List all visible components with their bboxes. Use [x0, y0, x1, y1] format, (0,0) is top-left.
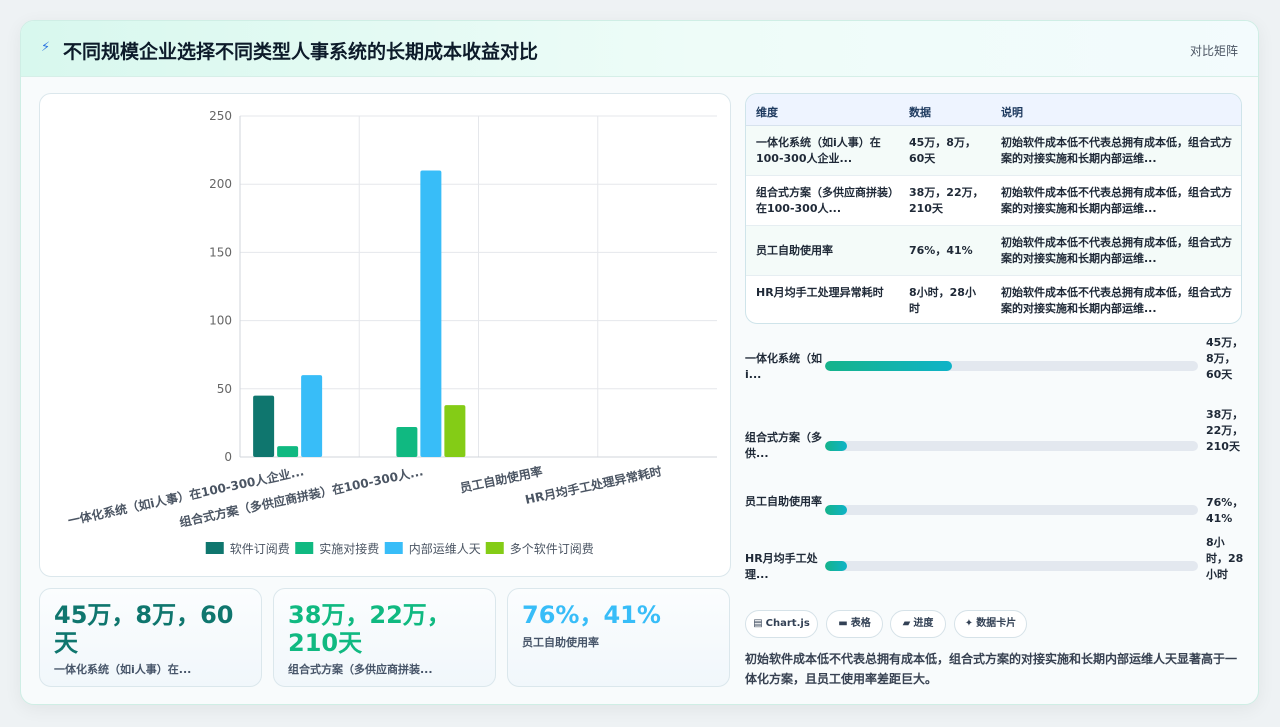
table-cell-data: 45万，8万，60天 — [909, 136, 976, 165]
progress-value: 45万，8万，60天 — [1206, 336, 1244, 381]
y-tick-label: 0 — [224, 450, 232, 464]
table-cell-dimension: HR月均手工处理异常耗时 — [756, 286, 884, 299]
table-cell-dimension: 组合式方案（多供应商拼装）在100-300人... — [756, 186, 899, 215]
table-row: 员工自助使用率 76%，41% 初始软件成本低不代表总拥有成本低，组合式方案的对… — [746, 226, 1241, 276]
kpi-value: 45万，8万，60天 — [54, 601, 234, 657]
progress-fill — [825, 441, 848, 451]
progress-fill — [825, 561, 848, 571]
table-cell-description: 初始软件成本低不代表总拥有成本低，组合式方案的对接实施和长期内部运维... — [1001, 186, 1232, 215]
table-header-data: 数据 — [909, 106, 931, 119]
kpi-label: 组合式方案（多供应商拼装... — [288, 663, 433, 676]
table-cell-data: 8小时，28小时 — [909, 286, 976, 315]
sparkle-icon: ✦ — [964, 618, 974, 629]
bar — [301, 375, 323, 457]
y-tick-label: 100 — [209, 314, 232, 328]
legend-label: 实施对接费 — [319, 541, 379, 556]
legend-swatch — [205, 542, 224, 554]
progress-label: 员工自助使用率 — [745, 495, 822, 508]
table-cell-dimension: 员工自助使用率 — [756, 244, 833, 257]
table-cell-dimension: 一体化系统（如i人事）在100-300人企业... — [756, 136, 881, 165]
tag-label: 数据卡片 — [976, 618, 1017, 629]
page-subtitle: 对比矩阵 — [1189, 44, 1238, 58]
progress-value: 38万，22万，210天 — [1206, 408, 1244, 453]
y-tick-label: 200 — [209, 177, 232, 191]
kpi-card: 45万，8万，60天 一体化系统（如i人事）在... — [39, 588, 262, 687]
tag-label: 进度 — [913, 618, 934, 629]
bar — [396, 426, 418, 457]
progress-icon: ▰ — [902, 618, 911, 629]
legend-label: 多个软件订阅费 — [510, 542, 594, 556]
kpi-card: 38万，22万，210天 组合式方案（多供应商拼装... — [273, 588, 496, 687]
table-row: HR月均手工处理异常耗时 8小时，28小时 初始软件成本低不代表总拥有成本低，组… — [746, 276, 1241, 323]
page-title: 不同规模企业选择不同类型人事系统的长期成本收益对比 — [63, 41, 539, 63]
table-header-description: 说明 — [1001, 106, 1023, 119]
kpi-card: 76%，41% 员工自助使用率 — [507, 588, 730, 687]
legend-label: 软件订阅费 — [230, 542, 290, 556]
kpi-label: 员工自助使用率 — [522, 636, 599, 649]
progress-label: 一体化系统（如i... — [745, 352, 822, 381]
bar — [420, 170, 442, 457]
x-tick-label: 员工自助使用率 — [458, 463, 543, 495]
kpi-value: 76%，41% — [522, 601, 661, 629]
legend-label: 内部运维人天 — [409, 541, 481, 556]
y-tick-label: 50 — [217, 382, 232, 396]
y-tick-label: 150 — [209, 245, 232, 259]
progress-fill — [825, 505, 848, 515]
progress-track — [825, 441, 1198, 451]
summary-note: 初始软件成本低不代表总拥有成本低，组合式方案的对接实施和长期内部运维人天显著高于… — [745, 652, 1238, 686]
table-header-dimension: 维度 — [756, 106, 778, 119]
bolt-icon: ⚡ — [41, 40, 51, 55]
progress-label: 组合式方案（多供... — [745, 431, 822, 460]
legend-swatch — [295, 542, 314, 554]
table-cell-data: 76%，41% — [909, 244, 973, 257]
kpi-value: 38万，22万，210天 — [288, 601, 451, 657]
bar — [253, 395, 275, 457]
table-row: 一体化系统（如i人事）在100-300人企业... 45万，8万，60天 初始软… — [746, 126, 1241, 176]
kpi-label: 一体化系统（如i人事）在... — [54, 663, 192, 676]
dashboard-frame: ⚡ 不同规模企业选择不同类型人事系统的长期成本收益对比 对比矩阵 0 50 100 1… — [20, 20, 1259, 705]
bar-chart: 050100150200250一体化系统（如i人事）在100-300人企业...… — [67, 109, 717, 556]
progress-label: HR月均手工处理... — [745, 552, 818, 581]
progress-value: 8小时，28小时 — [1206, 536, 1244, 581]
header: ⚡ 不同规模企业选择不同类型人事系统的长期成本收益对比 对比矩阵 — [21, 21, 1258, 77]
bar — [277, 446, 299, 457]
progress-track — [825, 505, 1198, 515]
legend-swatch — [485, 542, 504, 554]
tag-progress[interactable]: ▰ 进度 — [890, 610, 946, 638]
tag-data-cards[interactable]: ✦ 数据卡片 — [954, 610, 1027, 638]
chart-icon: ▤ — [753, 618, 763, 629]
y-tick-label: 250 — [209, 109, 232, 123]
bar — [444, 405, 466, 457]
table-cell-data: 38万，22万，210天 — [909, 186, 984, 215]
table-cell-description: 初始软件成本低不代表总拥有成本低，组合式方案的对接实施和长期内部运维... — [1001, 286, 1232, 315]
progress-value: 76%，41% — [1206, 496, 1244, 525]
tag-label: 表格 — [850, 618, 871, 629]
tag-label: Chart.js — [765, 618, 810, 629]
chart-card: 0 50 100 150 200 250 一体化系统（如i人事）在100-300人企业...… — [39, 93, 731, 577]
progress-track — [825, 361, 1198, 371]
progress-fill — [825, 361, 952, 371]
x-tick-label: HR月均手工处理异常耗时 — [524, 463, 663, 507]
progress-track — [825, 561, 1198, 571]
data-table: 维度 数据 说明 一体化系统（如i人事）在100-300人企业... 45万，8… — [745, 93, 1242, 324]
table-header: 维度 数据 说明 — [746, 94, 1241, 126]
table-cell-description: 初始软件成本低不代表总拥有成本低，组合式方案的对接实施和长期内部运维... — [1001, 236, 1232, 265]
table-row: 组合式方案（多供应商拼装）在100-300人... 38万，22万，210天 初… — [746, 176, 1241, 226]
tag-table[interactable]: ▬ 表格 — [826, 610, 883, 638]
table-cell-description: 初始软件成本低不代表总拥有成本低，组合式方案的对接实施和长期内部运维... — [1001, 136, 1232, 165]
tag-chartjs[interactable]: ▤ Chart.js — [745, 610, 818, 638]
legend-swatch — [384, 542, 403, 554]
table-icon: ▬ — [838, 618, 848, 629]
